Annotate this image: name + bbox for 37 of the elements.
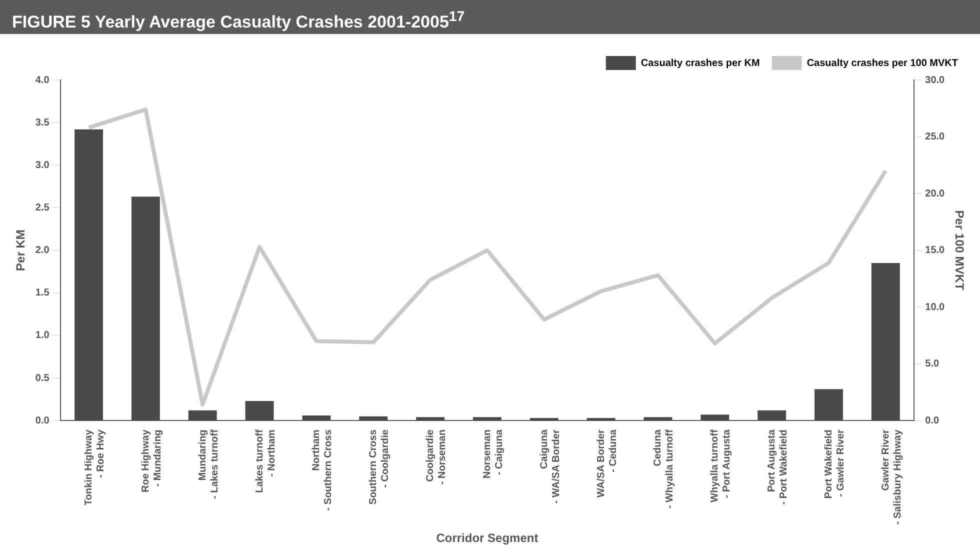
x-tick-label: Ceduna - Whyalla turnoff <box>652 428 676 508</box>
y2-axis-title: Per 100 MVKT <box>952 210 966 291</box>
x-tick-label: Whyalla turnoff - Port Augusta <box>710 428 733 502</box>
y-tick-label: 1.5 <box>35 288 50 299</box>
x-tick-label: Norseman - Caiguna <box>482 429 505 478</box>
x-tick-label: WA/SA Border - Ceduna <box>596 429 619 498</box>
y-axis-title: Per KM <box>14 230 28 271</box>
y2-tick-label: 25.0 <box>925 132 946 143</box>
x-tick-label: Southern Cross - Coolgardie <box>368 429 392 505</box>
x-axis-title: Corridor Segment <box>436 531 538 546</box>
y-tick-label: 0.5 <box>35 372 50 384</box>
x-tick-label: Coolgardie - Norseman <box>425 429 448 485</box>
x-tick-label: Port Wakefield - Gawler River <box>824 429 847 499</box>
x-tick-label: Roe Highway - Mundaring <box>140 429 164 492</box>
chart-title: FIGURE 5 Yearly Average Casualty Crashes 2001-2005$^{17}$ <box>0 0 980 34</box>
y2-tick-label: 5.0 <box>925 358 940 370</box>
y-tick-label: 1.0 <box>35 330 50 342</box>
legend-label: Casualty crashes per 100 MVKT <box>806 58 958 69</box>
y2-tick-label: 0.0 <box>925 415 940 426</box>
y-tick-label: 3.5 <box>35 117 50 128</box>
y-tick-label: 2.5 <box>35 202 50 214</box>
y2-tick-label: 15.0 <box>925 245 946 256</box>
x-tick-label: Mundaring - Lakes turnoff <box>197 428 220 500</box>
x-tick-label: Lakes turnoff - Northam <box>254 428 278 493</box>
y2-tick-label: 10.0 <box>925 302 946 313</box>
x-tick-label: Caiguna - WA/SA Border <box>538 429 562 504</box>
y-tick-label: 4.0 <box>35 74 50 86</box>
y-tick-label: 3.0 <box>35 160 50 171</box>
legend-label: Casualty crashes per KM <box>640 58 760 69</box>
x-tick-label: Gawler River - Salisbury Highway <box>880 429 904 525</box>
y-tick-label: 0.0 <box>35 415 50 426</box>
x-tick-label: Tonkin Highway - Roe Hwy <box>84 429 107 506</box>
y2-tick-label: 20.0 <box>925 188 946 200</box>
y2-tick-label: 30.0 <box>925 74 946 86</box>
x-tick-label: Port Augusta - Port Wakefield <box>766 429 790 505</box>
y-tick-label: 2.0 <box>35 245 50 256</box>
x-tick-label: Northam - Southern Cross <box>311 429 334 511</box>
